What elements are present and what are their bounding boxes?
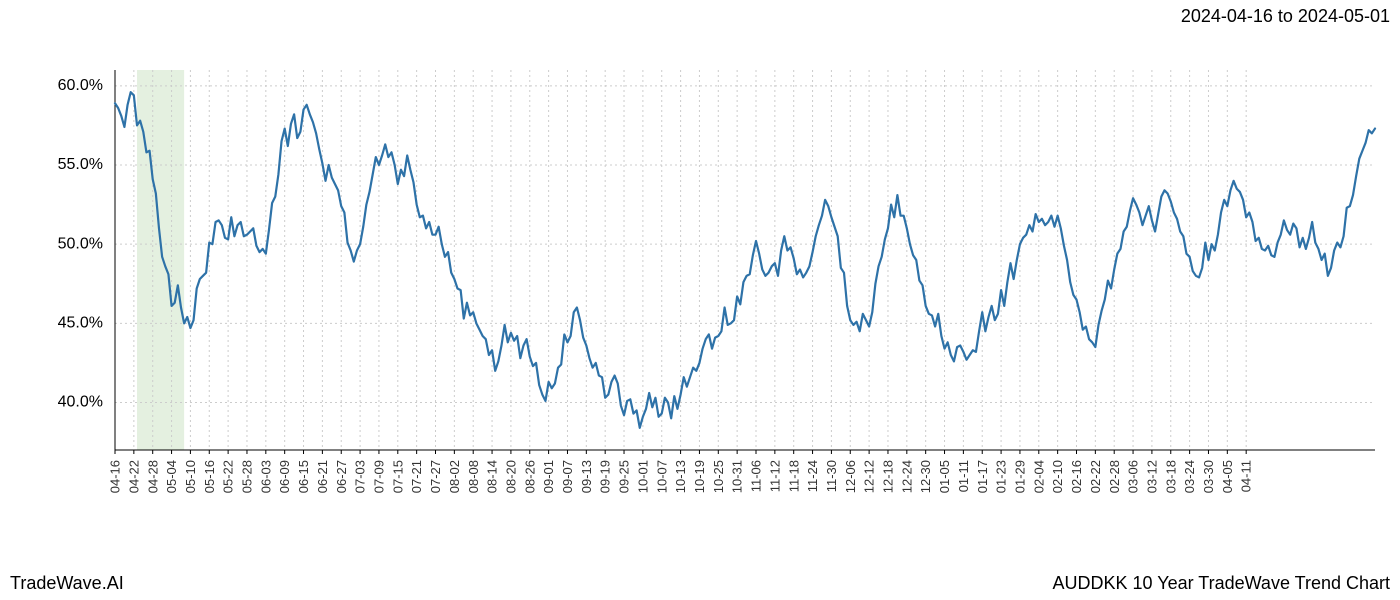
x-tick-label: 02-16 xyxy=(1069,460,1084,493)
x-tick-label: 03-24 xyxy=(1182,460,1197,493)
x-tick-label: 06-09 xyxy=(277,460,292,493)
x-tick-label: 08-14 xyxy=(485,460,500,493)
y-tick-label: 60.0% xyxy=(58,77,103,94)
x-tick-label: 07-03 xyxy=(353,460,368,493)
x-tick-label: 10-07 xyxy=(654,460,669,493)
x-tick-label: 06-21 xyxy=(315,460,330,493)
highlight-band xyxy=(137,70,184,450)
x-tick-label: 04-28 xyxy=(145,460,160,493)
x-tick-label: 06-27 xyxy=(334,460,349,493)
x-tick-label: 10-01 xyxy=(635,460,650,493)
x-tick-label: 09-01 xyxy=(541,460,556,493)
x-tick-label: 10-31 xyxy=(730,460,745,493)
x-tick-label: 02-28 xyxy=(1107,460,1122,493)
x-tick-label: 12-30 xyxy=(918,460,933,493)
x-tick-label: 09-13 xyxy=(579,460,594,493)
x-tick-label: 01-05 xyxy=(937,460,952,493)
x-tick-label: 05-22 xyxy=(221,460,236,493)
x-tick-label: 09-25 xyxy=(617,460,632,493)
x-tick-label: 07-27 xyxy=(428,460,443,493)
x-tick-label: 02-04 xyxy=(1031,460,1046,493)
x-tick-label: 07-15 xyxy=(390,460,405,493)
x-tick-label: 12-18 xyxy=(881,460,896,493)
date-range-label: 2024-04-16 to 2024-05-01 xyxy=(1181,6,1390,27)
x-tick-label: 12-24 xyxy=(899,460,914,493)
x-tick-label: 11-18 xyxy=(786,460,801,492)
x-tick-label: 07-21 xyxy=(409,460,424,493)
x-tick-label: 04-16 xyxy=(108,460,123,493)
y-tick-label: 55.0% xyxy=(58,156,103,173)
chart-area: 40.0% 45.0% 50.0% 55.0% 60.0% 04-1604-22 04-28… xyxy=(0,30,1400,560)
x-tick-label: 11-30 xyxy=(824,460,839,492)
x-tick-label: 02-22 xyxy=(1088,460,1103,493)
x-tick-label: 06-15 xyxy=(296,460,311,493)
x-tick-label: 01-23 xyxy=(994,460,1009,493)
x-tick-label: 03-30 xyxy=(1201,460,1216,493)
x-tick-label: 10-25 xyxy=(711,460,726,493)
x-tick-label: 03-18 xyxy=(1163,460,1178,493)
x-tick-label: 11-12 xyxy=(767,460,782,492)
x-tick-label: 01-17 xyxy=(975,460,990,493)
x-tick-label: 07-09 xyxy=(371,460,386,493)
y-tick-label: 50.0% xyxy=(58,235,103,252)
x-tick-label: 08-08 xyxy=(466,460,481,493)
chart-svg: 40.0% 45.0% 50.0% 55.0% 60.0% 04-1604-22 04-28… xyxy=(0,30,1400,560)
footer-brand: TradeWave.AI xyxy=(10,573,124,594)
x-tick-label: 04-22 xyxy=(126,460,141,493)
x-tick-label: 04-11 xyxy=(1239,460,1254,492)
x-tick-label: 03-12 xyxy=(1144,460,1159,493)
x-tick-label: 04-05 xyxy=(1220,460,1235,493)
x-tick-label: 05-10 xyxy=(183,460,198,493)
x-tick-label: 03-06 xyxy=(1126,460,1141,493)
x-tick-label: 11-06 xyxy=(749,460,764,492)
x-tick-label: 10-13 xyxy=(673,460,688,493)
x-tick-label: 08-26 xyxy=(522,460,537,493)
x-tick-label: 01-11 xyxy=(956,460,971,492)
x-tick-label: 09-07 xyxy=(560,460,575,493)
x-tick-label: 06-03 xyxy=(258,460,273,493)
x-tick-label: 01-29 xyxy=(1012,460,1027,493)
y-tick-label: 40.0% xyxy=(58,394,103,411)
x-tick-label: 10-19 xyxy=(692,460,707,493)
x-tick-label: 12-06 xyxy=(843,460,858,493)
footer-title: AUDDKK 10 Year TradeWave Trend Chart xyxy=(1053,573,1391,594)
x-tick-label: 12-12 xyxy=(862,460,877,493)
x-tick-label: 08-20 xyxy=(503,460,518,493)
x-tick-label: 05-16 xyxy=(202,460,217,493)
x-tick-label: 08-02 xyxy=(447,460,462,493)
chart-root: 2024-04-16 to 2024-05-01 40.0% 45.0% 50.0%… xyxy=(0,0,1400,600)
x-tick-label: 11-24 xyxy=(805,460,820,492)
x-tick-label: 05-04 xyxy=(164,460,179,493)
x-tick-label: 05-28 xyxy=(240,460,255,493)
y-tick-label: 45.0% xyxy=(58,315,103,332)
x-tick-label: 02-10 xyxy=(1050,460,1065,493)
x-tick-label: 09-19 xyxy=(598,460,613,493)
